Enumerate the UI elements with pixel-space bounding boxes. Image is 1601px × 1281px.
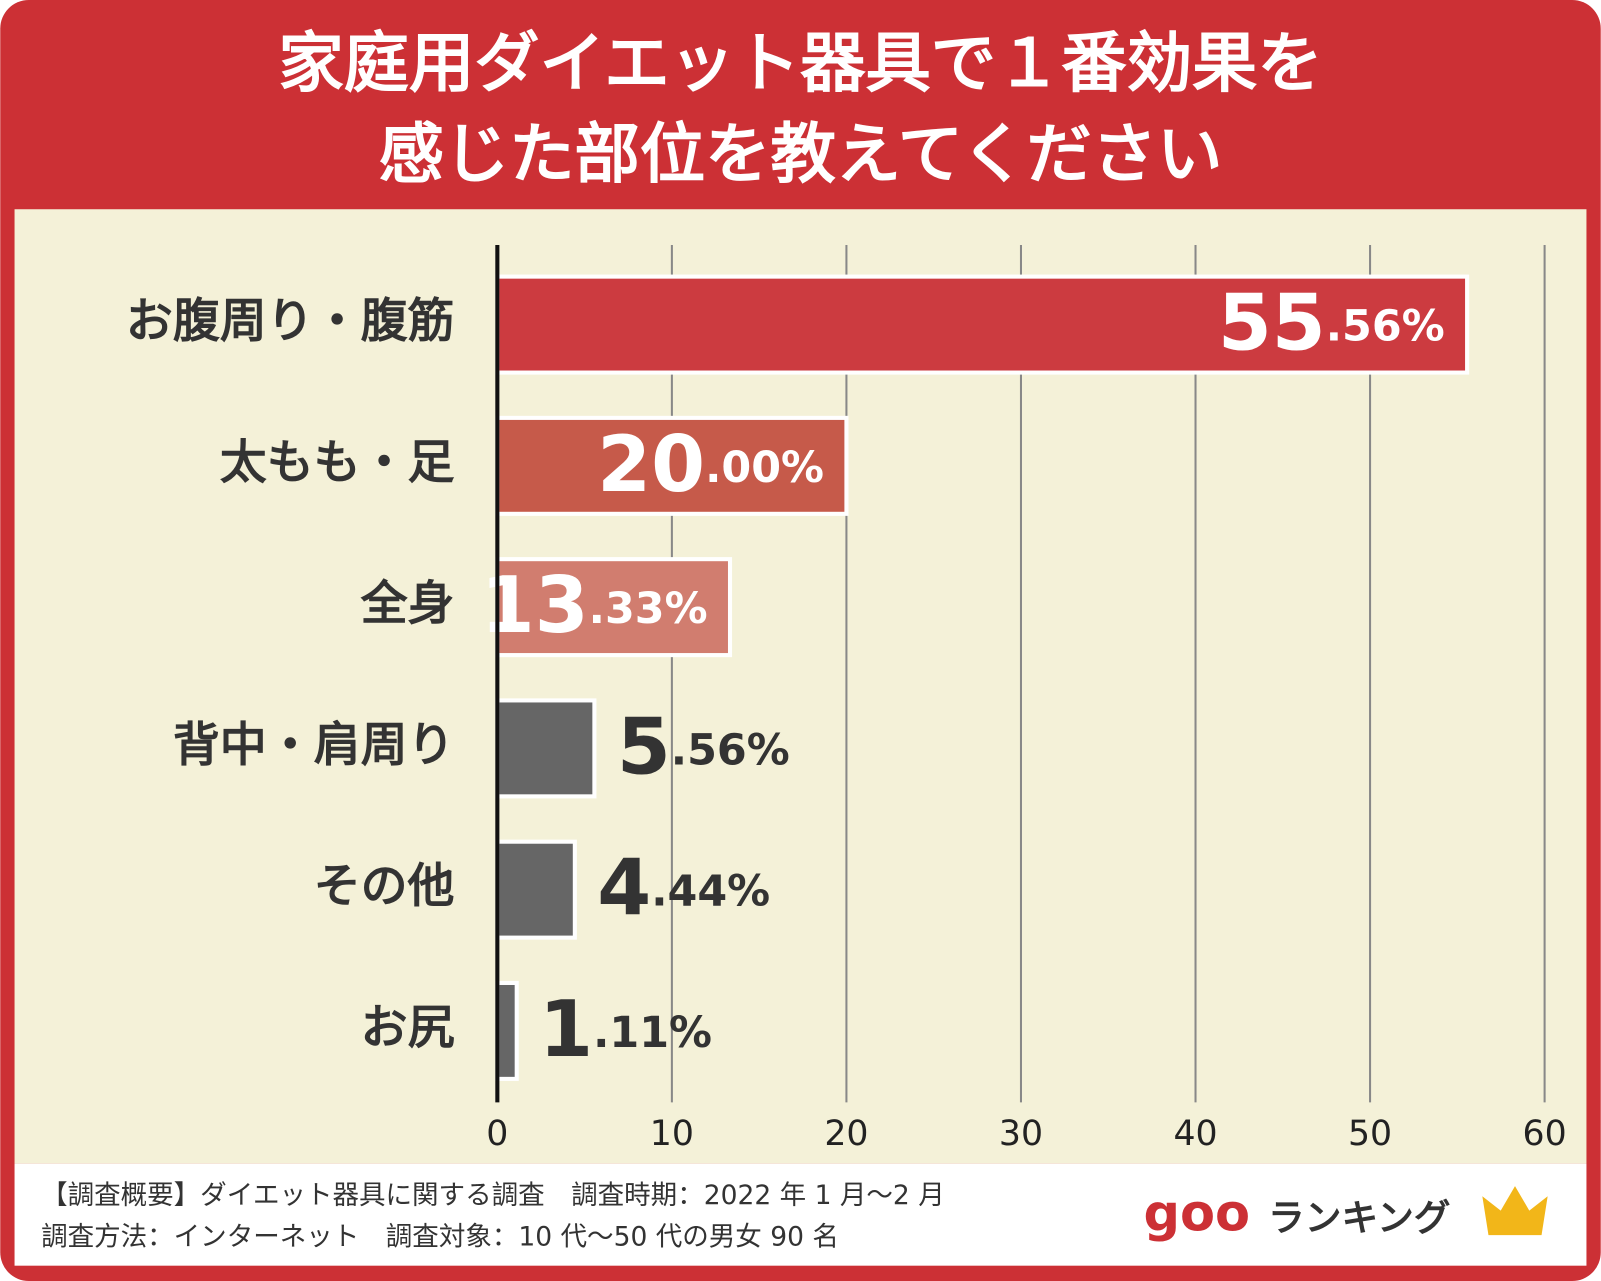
y-tick-label: その他 [314, 859, 455, 914]
x-tick-label: 60 [1523, 1114, 1567, 1154]
x-tick-label: 0 [486, 1114, 508, 1154]
bar [495, 980, 519, 1081]
bar [495, 274, 1470, 375]
value-label: 5.56% [617, 703, 790, 793]
y-tick-label: 背中・肩周り [173, 718, 455, 773]
crown-icon [1482, 1186, 1548, 1236]
x-tick-label: 40 [1173, 1114, 1217, 1154]
bar [495, 415, 849, 516]
value-label: 20.00% [597, 420, 824, 510]
y-tick-label: 全身 [360, 577, 455, 632]
value-label: 55.56% [1218, 279, 1445, 369]
x-tick-label: 20 [824, 1114, 868, 1154]
value-label: 4.44% [597, 844, 770, 934]
footer-background [14, 1163, 1587, 1266]
x-tick-label: 10 [650, 1114, 694, 1154]
footer-note: 【調査概要】ダイエット器具に関する調査 調査時期：2022 年 1 月〜2 月 [41, 1180, 945, 1211]
x-tick-label: 50 [1348, 1114, 1392, 1154]
bar [495, 557, 733, 658]
y-tick-label: お尻 [361, 1000, 455, 1055]
chart-title: 感じた部位を教えてください [379, 116, 1223, 192]
brand-logo: goo [1143, 1185, 1250, 1244]
value-label: 1.11% [539, 985, 712, 1075]
footer-note: 調査方法：インターネット 調査対象：10 代〜50 代の男女 90 名 [41, 1222, 839, 1253]
x-tick-label: 30 [999, 1114, 1043, 1154]
chart-title: 家庭用ダイエット器具で１番効果を [278, 25, 1322, 101]
bar [495, 698, 597, 799]
y-tick-label: 太もも・足 [220, 435, 455, 490]
brand-text: ランキング [1268, 1196, 1451, 1239]
bar [495, 839, 577, 940]
y-tick-label: お腹周り・腹筋 [126, 294, 455, 349]
